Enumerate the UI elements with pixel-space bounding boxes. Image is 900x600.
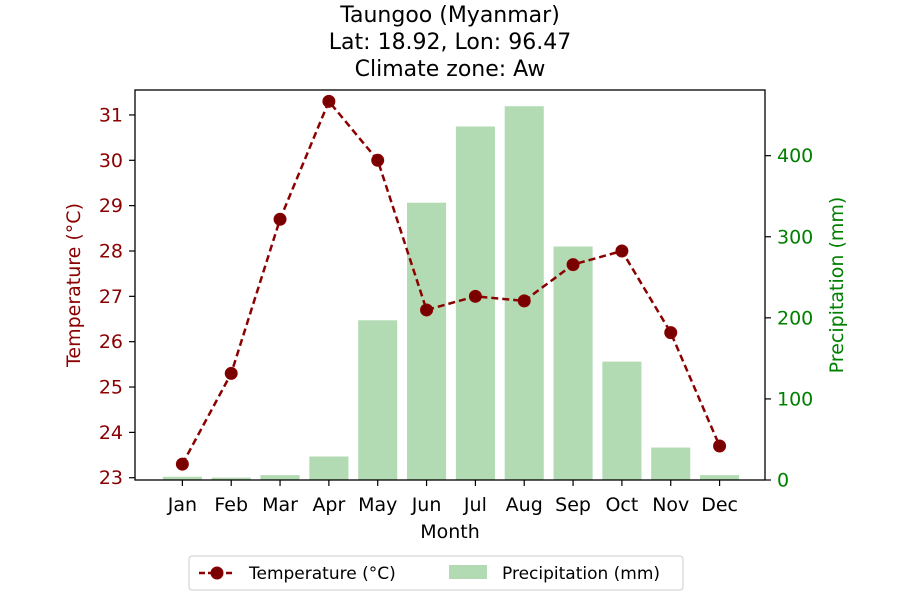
x-tick-label: May bbox=[358, 494, 397, 516]
left-axis: 23 24 25 26 27 28 29 30 31 bbox=[99, 104, 135, 489]
temperature-point-dec bbox=[713, 439, 727, 453]
precipitation-bar-jan bbox=[162, 476, 202, 480]
temperature-point-may bbox=[371, 153, 385, 167]
legend-box bbox=[188, 555, 684, 591]
temperature-line bbox=[181, 98, 721, 465]
left-tick-label: 27 bbox=[99, 286, 123, 308]
left-tick-label: 31 bbox=[99, 104, 123, 126]
right-axis: 0 100 200 300 400 bbox=[765, 145, 813, 492]
title-line-1: Taungoo (Myanmar) bbox=[339, 3, 560, 28]
x-tick-label: Jan bbox=[167, 494, 197, 516]
temperature-point-apr bbox=[322, 94, 336, 108]
x-tick-label: Jul bbox=[463, 494, 487, 516]
right-tick-label: 100 bbox=[777, 388, 813, 410]
right-tick-label: 200 bbox=[777, 307, 813, 329]
temperature-point-sep bbox=[566, 258, 580, 272]
chart-title: Taungoo (Myanmar) Lat: 18.92, Lon: 96.47… bbox=[329, 3, 571, 82]
temperature-series bbox=[175, 94, 727, 471]
left-tick-label: 23 bbox=[99, 467, 123, 489]
left-tick-label: 28 bbox=[99, 240, 123, 262]
x-axis-label: Month bbox=[420, 521, 480, 543]
precipitation-bar-apr bbox=[309, 456, 349, 480]
precipitation-bar-jul bbox=[455, 126, 495, 481]
left-tick-label: 24 bbox=[99, 422, 123, 444]
x-tick-label: Apr bbox=[312, 494, 345, 516]
plot-frame bbox=[134, 89, 766, 481]
temperature-point-aug bbox=[517, 294, 531, 308]
legend-precipitation-swatch bbox=[449, 565, 487, 579]
precipitation-bar-aug bbox=[504, 106, 544, 480]
left-tick-label: 26 bbox=[99, 331, 123, 353]
x-tick-label: Sep bbox=[555, 494, 591, 516]
temperature-point-jun bbox=[420, 303, 434, 317]
right-tick-label: 300 bbox=[777, 226, 813, 248]
temperature-point-oct bbox=[615, 244, 629, 258]
x-tick-label: Mar bbox=[262, 494, 298, 516]
left-tick-label: 30 bbox=[99, 150, 123, 172]
x-tick-label: Oct bbox=[605, 494, 638, 516]
x-tick-label: Dec bbox=[701, 494, 738, 516]
temperature-point-jul bbox=[468, 289, 482, 303]
precipitation-bar-dec bbox=[700, 475, 740, 480]
title-line-3: Climate zone: Aw bbox=[355, 57, 546, 82]
temperature-point-nov bbox=[664, 326, 678, 340]
temperature-point-mar bbox=[273, 212, 287, 226]
legend-temperature-marker bbox=[210, 566, 224, 580]
precipitation-bar-mar bbox=[260, 475, 300, 480]
x-axis: Jan Feb Mar Apr May Jun Jul Aug Sep Oct Nov Dec bbox=[167, 480, 738, 516]
temperature-point-jan bbox=[175, 457, 189, 471]
left-axis-label: Temperature (°C) bbox=[63, 203, 85, 368]
x-tick-label: Feb bbox=[214, 494, 248, 516]
legend-temperature-label: Temperature (°C) bbox=[248, 564, 396, 584]
x-tick-label: Nov bbox=[652, 494, 689, 516]
right-tick-label: 0 bbox=[777, 470, 789, 492]
title-line-2: Lat: 18.92, Lon: 96.47 bbox=[329, 30, 571, 55]
precipitation-bar-sep bbox=[553, 246, 593, 480]
right-axis-label: Precipitation (mm) bbox=[826, 197, 848, 374]
x-tick-label: Aug bbox=[506, 494, 543, 516]
precipitation-bar-jun bbox=[407, 202, 447, 480]
precipitation-bar-nov bbox=[651, 447, 691, 480]
legend: Temperature (°C) Precipitation (mm) bbox=[188, 555, 684, 591]
precipitation-bar-may bbox=[358, 320, 398, 480]
temperature-point-feb bbox=[224, 366, 238, 380]
x-tick-label: Jun bbox=[411, 494, 442, 516]
left-tick-label: 29 bbox=[99, 195, 123, 217]
legend-precipitation-label: Precipitation (mm) bbox=[502, 564, 660, 584]
precipitation-bar-oct bbox=[602, 361, 642, 480]
precipitation-bars bbox=[162, 106, 740, 481]
left-tick-label: 25 bbox=[99, 377, 123, 399]
precipitation-bar-feb bbox=[211, 477, 251, 480]
right-tick-label: 400 bbox=[777, 145, 813, 167]
